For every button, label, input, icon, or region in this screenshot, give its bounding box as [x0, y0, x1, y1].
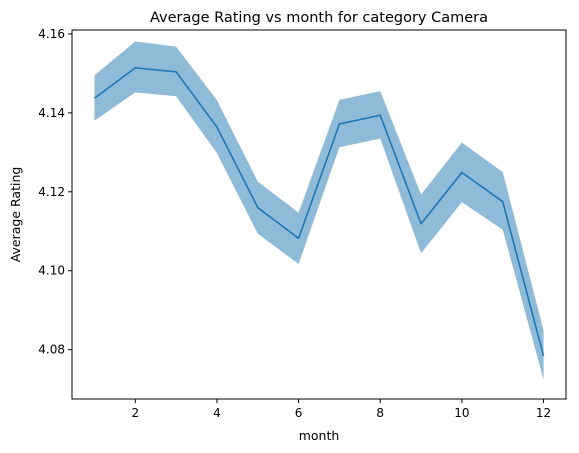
- data-point: [460, 171, 463, 174]
- data-point: [379, 114, 382, 117]
- y-tick-label: 4.16: [38, 27, 65, 41]
- data-point: [134, 66, 137, 69]
- data-point: [175, 70, 178, 73]
- x-axis-label: month: [299, 428, 340, 443]
- y-tick-label: 4.12: [38, 185, 65, 199]
- x-axis-ticks: 2 4 6 8 10 12: [131, 399, 551, 420]
- data-point: [420, 222, 423, 225]
- data-point: [93, 97, 96, 100]
- y-tick-label: 4.10: [38, 264, 65, 278]
- x-tick-label: 10: [454, 406, 469, 420]
- data-point: [215, 126, 218, 129]
- y-tick-label: 4.14: [38, 106, 65, 120]
- x-tick-label: 8: [376, 406, 384, 420]
- data-point: [338, 122, 341, 125]
- x-tick-label: 12: [536, 406, 551, 420]
- y-tick-label: 4.08: [38, 343, 65, 357]
- confidence-band: [94, 41, 544, 380]
- x-tick-label: 2: [131, 406, 139, 420]
- y-axis-label: Average Rating: [8, 167, 23, 263]
- axes-frame: [71, 29, 567, 400]
- chart-title: Average Rating vs month for category Cam…: [150, 10, 488, 26]
- x-tick-label: 6: [295, 406, 303, 420]
- y-axis-ticks: 4.08 4.10 4.12 4.14 4.16: [38, 27, 72, 357]
- plot-area: [93, 41, 545, 380]
- data-point: [501, 200, 504, 203]
- data-point: [256, 206, 259, 209]
- data-point: [297, 237, 300, 240]
- data-point: [542, 354, 545, 357]
- series-line: [93, 67, 545, 357]
- x-tick-label: 4: [213, 406, 221, 420]
